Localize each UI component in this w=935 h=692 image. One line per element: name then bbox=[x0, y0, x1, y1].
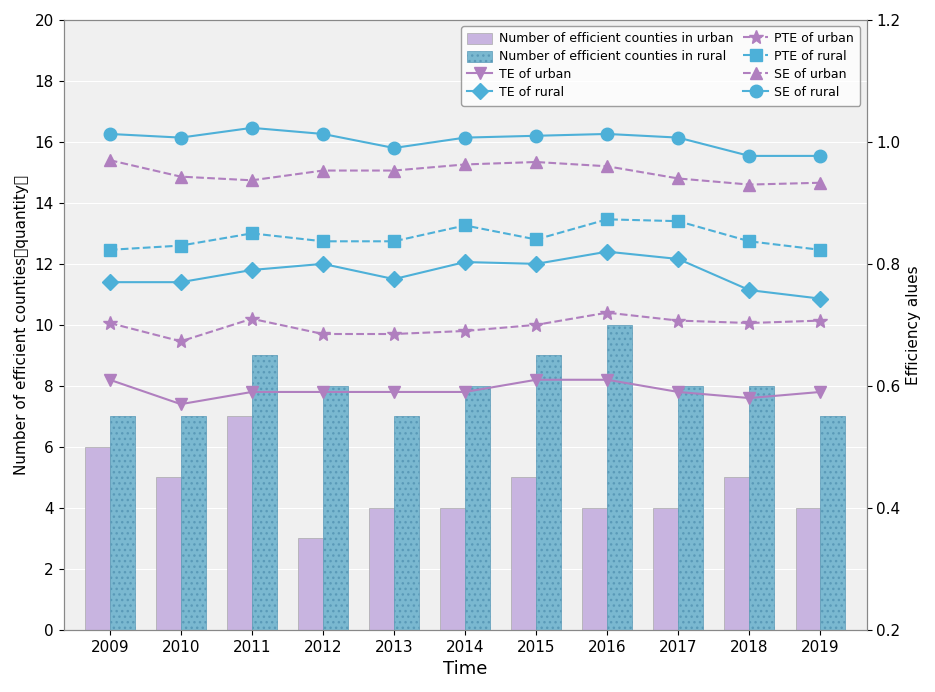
Line: TE of urban: TE of urban bbox=[104, 374, 826, 410]
TE of urban bbox=[317, 388, 328, 396]
SE of urban bbox=[530, 158, 541, 166]
Bar bbox=[820, 417, 845, 630]
Y-axis label: Efficiency alues: Efficiency alues bbox=[906, 265, 921, 385]
TE of rural bbox=[672, 255, 683, 263]
Line: PTE of rural: PTE of rural bbox=[104, 214, 826, 255]
SE of rural bbox=[814, 152, 826, 160]
Bar bbox=[511, 477, 536, 630]
Bar bbox=[85, 447, 109, 630]
SE of rural bbox=[175, 134, 186, 142]
Bar bbox=[180, 417, 206, 630]
PTE of urban bbox=[530, 320, 541, 329]
PTE of urban bbox=[814, 316, 826, 325]
Bar bbox=[369, 508, 394, 630]
Bar bbox=[725, 477, 749, 630]
Bar bbox=[227, 417, 252, 630]
Bar bbox=[654, 508, 678, 630]
PTE of urban bbox=[743, 319, 755, 327]
SE of urban bbox=[104, 156, 115, 164]
TE of rural bbox=[743, 286, 755, 294]
SE of rural bbox=[743, 152, 755, 160]
TE of urban bbox=[814, 388, 826, 396]
PTE of urban bbox=[601, 309, 612, 317]
PTE of rural bbox=[601, 215, 612, 224]
SE of rural bbox=[601, 130, 612, 138]
TE of rural bbox=[530, 260, 541, 268]
Bar bbox=[678, 386, 703, 630]
TE of rural bbox=[388, 275, 399, 283]
PTE of urban bbox=[175, 337, 186, 345]
PTE of urban bbox=[459, 327, 470, 335]
Bar bbox=[465, 386, 490, 630]
Line: SE of rural: SE of rural bbox=[104, 122, 827, 162]
TE of rural bbox=[814, 295, 826, 303]
TE of urban bbox=[104, 376, 115, 384]
PTE of rural bbox=[459, 221, 470, 230]
TE of urban bbox=[530, 376, 541, 384]
SE of rural bbox=[530, 131, 541, 140]
SE of rural bbox=[317, 130, 328, 138]
Bar bbox=[607, 325, 632, 630]
TE of rural bbox=[459, 258, 470, 266]
SE of urban bbox=[175, 172, 186, 181]
SE of urban bbox=[388, 166, 399, 174]
TE of rural bbox=[246, 266, 257, 274]
Bar bbox=[252, 356, 277, 630]
Bar bbox=[583, 508, 607, 630]
TE of urban bbox=[246, 388, 257, 396]
SE of urban bbox=[743, 181, 755, 189]
Bar bbox=[440, 508, 465, 630]
SE of rural bbox=[459, 134, 470, 142]
TE of urban bbox=[175, 400, 186, 408]
TE of urban bbox=[672, 388, 683, 396]
SE of rural bbox=[246, 124, 257, 132]
SE of urban bbox=[246, 176, 257, 185]
TE of rural bbox=[601, 248, 612, 256]
X-axis label: Time: Time bbox=[443, 660, 487, 678]
PTE of urban bbox=[672, 316, 683, 325]
PTE of rural bbox=[672, 217, 683, 226]
Line: SE of urban: SE of urban bbox=[104, 154, 826, 190]
SE of urban bbox=[672, 174, 683, 183]
PTE of urban bbox=[388, 330, 399, 338]
SE of urban bbox=[459, 161, 470, 169]
Bar bbox=[109, 417, 135, 630]
PTE of rural bbox=[814, 246, 826, 254]
Legend: Number of efficient counties in urban, Number of efficient counties in rural, TE: Number of efficient counties in urban, N… bbox=[461, 26, 860, 106]
SE of rural bbox=[388, 144, 399, 152]
Bar bbox=[298, 538, 323, 630]
TE of urban bbox=[743, 394, 755, 402]
TE of urban bbox=[601, 376, 612, 384]
Bar bbox=[749, 386, 774, 630]
TE of rural bbox=[104, 278, 115, 286]
Bar bbox=[323, 386, 348, 630]
PTE of urban bbox=[246, 315, 257, 323]
TE of rural bbox=[175, 278, 186, 286]
PTE of rural bbox=[530, 235, 541, 244]
Bar bbox=[796, 508, 820, 630]
PTE of urban bbox=[104, 319, 115, 327]
Bar bbox=[536, 356, 561, 630]
TE of urban bbox=[388, 388, 399, 396]
PTE of rural bbox=[175, 242, 186, 250]
TE of rural bbox=[317, 260, 328, 268]
PTE of rural bbox=[246, 229, 257, 237]
Bar bbox=[394, 417, 419, 630]
PTE of rural bbox=[388, 237, 399, 246]
PTE of rural bbox=[104, 246, 115, 254]
PTE of urban bbox=[317, 330, 328, 338]
Bar bbox=[156, 477, 180, 630]
Line: PTE of urban: PTE of urban bbox=[103, 306, 827, 348]
SE of urban bbox=[814, 179, 826, 187]
Line: TE of rural: TE of rural bbox=[104, 246, 826, 304]
SE of urban bbox=[317, 166, 328, 174]
PTE of rural bbox=[317, 237, 328, 246]
PTE of rural bbox=[743, 237, 755, 246]
TE of urban bbox=[459, 388, 470, 396]
SE of urban bbox=[601, 162, 612, 170]
Y-axis label: Number of efficient counties（quantity）: Number of efficient counties（quantity） bbox=[14, 175, 29, 475]
SE of rural bbox=[672, 134, 683, 142]
SE of rural bbox=[104, 130, 115, 138]
